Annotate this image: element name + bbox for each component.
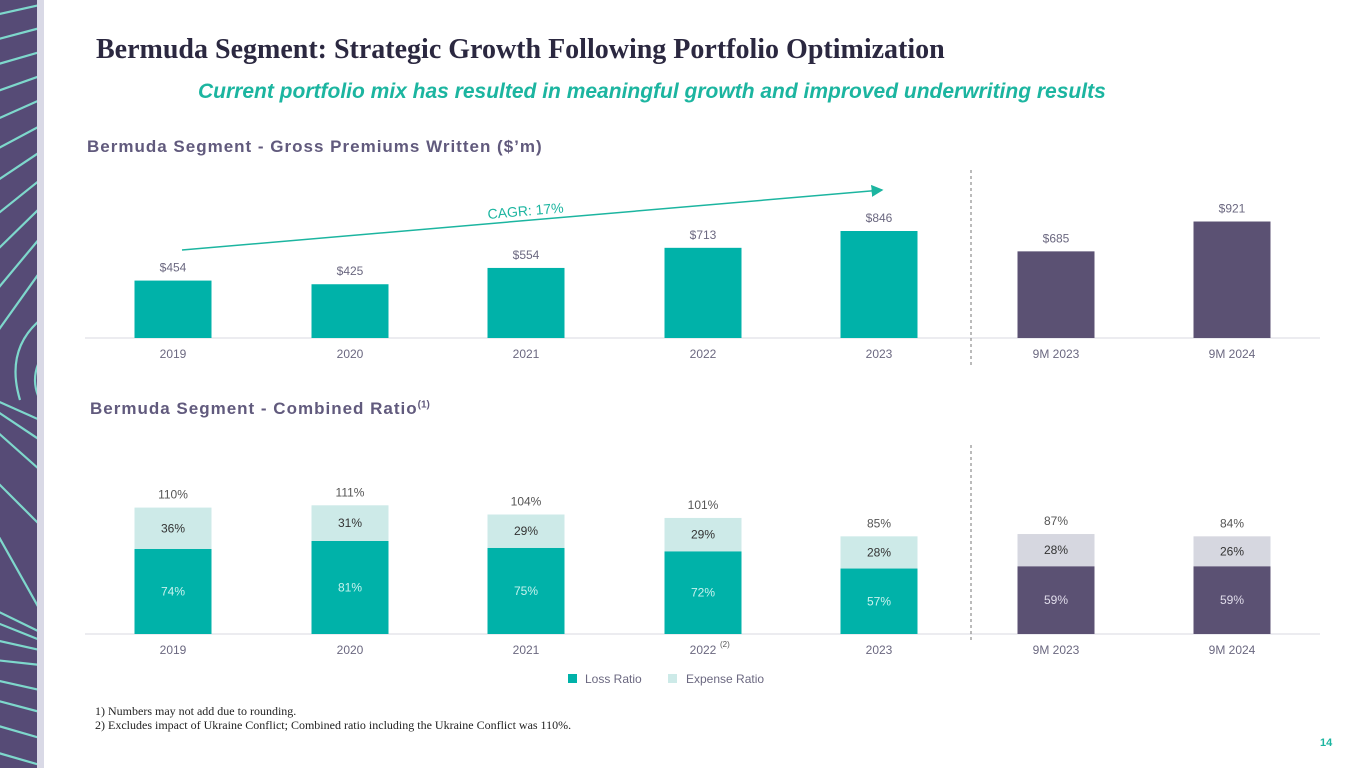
gpw-value-label: $921 [1219, 202, 1246, 216]
combined-ratio-title-text: Bermuda Segment - Combined Ratio [90, 399, 418, 418]
expense-ratio-bar-2020 [311, 505, 389, 541]
combined-ratio-chart-title: Bermuda Segment - Combined Ratio(1) [90, 399, 430, 419]
gpw-x-tick-label: 2019 [160, 347, 187, 361]
gpw-bar-9m-2024 [1193, 221, 1271, 338]
gpw-bar-2020 [311, 284, 389, 338]
expense-ratio-label: 31% [338, 516, 362, 530]
cr-x-tick-label: 2023 [866, 643, 893, 657]
expense-ratio-label: 28% [867, 545, 891, 559]
gpw-bar-9m-2023 [1017, 251, 1095, 338]
sidebar-edge [37, 0, 44, 768]
gpw-x-tick-label: 2020 [337, 347, 364, 361]
loss-ratio-label: 81% [338, 580, 362, 594]
gpw-bar-2023 [840, 231, 918, 338]
loss-ratio-label: 74% [161, 585, 185, 599]
page-number: 14 [1320, 737, 1333, 749]
cr-x-tick-label: 9M 2023 [1033, 643, 1080, 657]
cagr-label: CAGR: 17% [487, 199, 564, 222]
legend-swatch-loss-ratio [568, 674, 577, 683]
cr-x-tick-superscript: (2) [720, 640, 730, 649]
expense-ratio-bar-2022 [664, 517, 742, 552]
loss-ratio-bar-2021 [487, 547, 565, 634]
slide-subtitle: Current portfolio mix has resulted in me… [198, 80, 1106, 103]
expense-ratio-bar-2023 [840, 536, 918, 569]
expense-ratio-label: 29% [691, 528, 715, 542]
loss-ratio-bar-2020 [311, 540, 389, 634]
combined-total-label: 101% [688, 498, 719, 512]
expense-ratio-label: 29% [514, 524, 538, 538]
cr-x-tick-label: 2019 [160, 643, 187, 657]
gpw-chart-title: Bermuda Segment - Gross Premiums Written… [87, 137, 543, 156]
combined-total-label: 84% [1220, 516, 1244, 530]
combined-total-label: 110% [158, 488, 188, 502]
gpw-x-tick-label: 2023 [866, 347, 893, 361]
loss-ratio-label: 75% [514, 584, 538, 598]
footnote-1: 1) Numbers may not add due to rounding. [95, 704, 297, 718]
gpw-x-tick-label: 2022 [690, 347, 717, 361]
gpw-value-label: $713 [690, 228, 717, 242]
loss-ratio-bar-2019 [134, 549, 212, 634]
gpw-value-label: $685 [1043, 231, 1070, 245]
gpw-x-tick-label: 2021 [513, 347, 540, 361]
expense-ratio-label: 36% [161, 521, 185, 535]
slide-title: Bermuda Segment: Strategic Growth Follow… [96, 34, 945, 65]
cr-x-tick-label: 2021 [513, 643, 540, 657]
combined-total-label: 87% [1044, 514, 1068, 528]
gpw-bar-2019 [134, 280, 212, 338]
loss-ratio-label: 59% [1220, 593, 1244, 607]
loss-ratio-label: 72% [691, 586, 715, 600]
loss-ratio-bar-9m-2024 [1193, 566, 1271, 634]
combined-total-label: 111% [336, 485, 365, 499]
gpw-value-label: $454 [160, 261, 187, 275]
gpw-value-label: $425 [337, 264, 364, 278]
gpw-value-label: $554 [513, 248, 540, 262]
loss-ratio-bar-2022 [664, 551, 742, 634]
loss-ratio-label: 57% [867, 594, 891, 608]
gpw-x-tick-label: 9M 2024 [1209, 347, 1256, 361]
combined-total-label: 104% [511, 495, 542, 509]
legend-label-loss-ratio: Loss Ratio [585, 672, 642, 686]
loss-ratio-bar-9m-2023 [1017, 566, 1095, 634]
legend-swatch-expense-ratio [668, 674, 677, 683]
cagr-arrow [181, 184, 884, 251]
footnote-2: 2) Excludes impact of Ukraine Conflict; … [95, 718, 572, 732]
gpw-bar-2022 [664, 247, 742, 338]
expense-ratio-label: 26% [1220, 544, 1244, 558]
legend-label-expense-ratio: Expense Ratio [686, 672, 764, 686]
loss-ratio-label: 59% [1044, 593, 1068, 607]
gpw-bar-2021 [487, 267, 565, 338]
expense-ratio-bar-2021 [487, 514, 565, 548]
decorative-sidebar [0, 0, 37, 768]
expense-ratio-bar-2019 [134, 507, 212, 549]
cr-x-tick-label: 9M 2024 [1209, 643, 1256, 657]
expense-ratio-bar-9m-2023 [1017, 534, 1095, 567]
expense-ratio-label: 28% [1044, 543, 1068, 557]
combined-total-label: 85% [867, 516, 891, 530]
gpw-value-label: $846 [866, 211, 893, 225]
cr-x-tick-label: 2022 [690, 643, 717, 657]
gpw-x-tick-label: 9M 2023 [1033, 347, 1080, 361]
cr-x-tick-label: 2020 [337, 643, 364, 657]
loss-ratio-bar-2023 [840, 568, 918, 634]
combined-ratio-title-superscript: (1) [417, 399, 430, 411]
wave-lines-pattern [0, 4, 37, 766]
expense-ratio-bar-9m-2024 [1193, 536, 1271, 567]
